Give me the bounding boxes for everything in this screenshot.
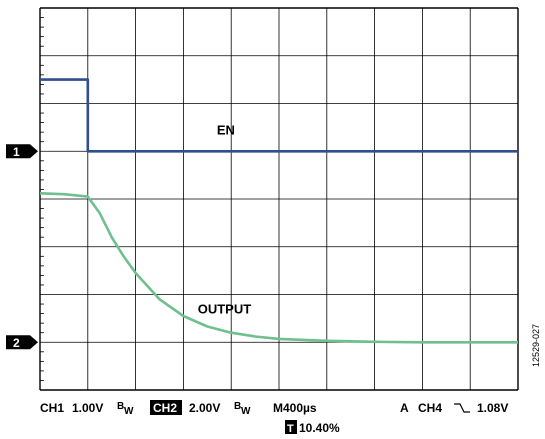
traces — [39, 78, 518, 344]
figure-id: 12529-027 — [531, 324, 541, 367]
minor-ticks — [40, 17, 44, 381]
trigger-source: CH4 — [418, 401, 442, 415]
ch1-label: CH1 — [40, 401, 64, 415]
trigger-position-marker — [285, 420, 297, 434]
ch1-scale: 1.00V — [72, 401, 103, 415]
ch2-bw-limit: B — [234, 401, 241, 412]
trigger-mode: A — [400, 401, 409, 415]
trace-output — [39, 192, 518, 344]
channel-marker-2 — [6, 335, 38, 350]
channel-markers: 12 — [6, 144, 38, 350]
trace-label-output: OUTPUT — [198, 302, 252, 317]
trace-label-en: EN — [217, 123, 235, 138]
timebase: M400µs — [273, 401, 317, 415]
scope-readout: CH1 1.00V B W CH2 2.00V B W M400µs A CH4… — [40, 400, 508, 435]
channel-marker-label-2: 2 — [13, 336, 20, 350]
trace-en — [40, 78, 518, 153]
ch2-label: CH2 — [153, 401, 177, 415]
ch1-bw-limit: B — [117, 401, 124, 412]
ch2-label-box — [150, 400, 182, 415]
trigger-level: 1.08V — [477, 401, 508, 415]
trigger-position: 10.40% — [299, 421, 340, 435]
channel-marker-1 — [6, 144, 38, 159]
ch2-scale: 2.00V — [189, 401, 220, 415]
ch1-bw-limit-sub: W — [124, 406, 134, 417]
falling-edge-icon — [454, 403, 470, 413]
grid — [39, 7, 519, 391]
ch2-bw-limit-sub: W — [241, 406, 251, 417]
trigger-position-marker-label: T — [287, 423, 294, 435]
channel-marker-label-1: 1 — [13, 145, 20, 159]
